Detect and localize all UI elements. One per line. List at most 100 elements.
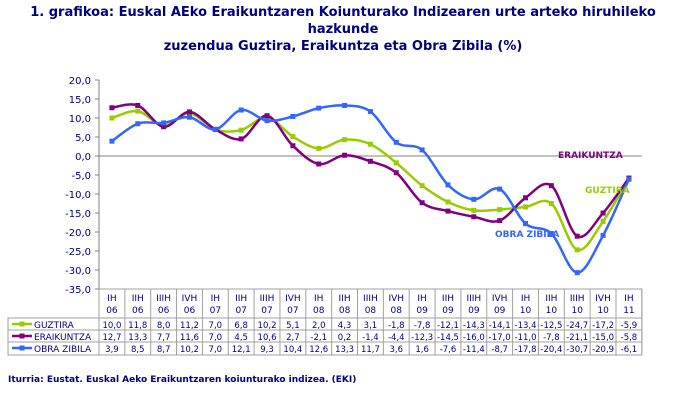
data-point — [109, 105, 115, 111]
data-point — [186, 109, 192, 115]
category-label: 06 — [184, 306, 196, 316]
table-cell: 11,6 — [180, 333, 199, 343]
data-point — [212, 126, 218, 132]
table-cell: 4,5 — [234, 333, 248, 343]
legend-marker — [19, 345, 25, 351]
table-cell: -5,8 — [621, 333, 638, 343]
table-cell: 11,7 — [361, 345, 380, 355]
category-label: 10 — [546, 306, 558, 316]
category-label: 06 — [158, 306, 170, 316]
data-point — [600, 210, 606, 216]
y-tick-label: -15,0 — [65, 209, 91, 220]
data-point — [574, 270, 580, 276]
category-label: IIH — [545, 294, 557, 304]
table-cell: 7,0 — [209, 345, 223, 355]
table-cell: -11,4 — [463, 345, 485, 355]
table-cell: 5,1 — [286, 321, 300, 331]
data-point — [600, 218, 606, 224]
table-cell: -17,2 — [592, 321, 614, 331]
table-cell: 3,6 — [390, 345, 404, 355]
table-cell: 12,6 — [309, 345, 328, 355]
category-label: 10 — [597, 306, 609, 316]
series-line-eraikuntza — [111, 103, 630, 239]
data-point — [264, 113, 270, 119]
data-point — [419, 183, 425, 189]
y-tick-label: 0,0 — [75, 152, 91, 163]
table-cell: -6,1 — [621, 345, 638, 355]
data-point — [186, 114, 192, 120]
series-label: ERAIKUNTZA — [558, 151, 623, 161]
table-cell: 0,2 — [338, 333, 352, 343]
table-cell: 10,2 — [180, 345, 199, 355]
data-point — [471, 207, 477, 213]
series-label: OBRA ZIBILA — [495, 230, 559, 240]
y-tick-label: -5,0 — [71, 171, 91, 182]
data-point — [135, 121, 141, 127]
data-point — [574, 247, 580, 253]
y-tick-label: 5,0 — [75, 133, 91, 144]
category-label: 10 — [520, 306, 532, 316]
data-point — [135, 108, 141, 114]
data-point — [445, 182, 451, 188]
category-label: IIH — [132, 294, 144, 304]
table-cell: -17,0 — [489, 333, 511, 343]
data-point — [109, 115, 115, 121]
data-point — [290, 134, 296, 140]
data-point — [109, 138, 115, 144]
category-label: 08 — [339, 306, 351, 316]
table-cell: -8,7 — [491, 345, 508, 355]
y-tick-label: -20,0 — [65, 228, 91, 239]
data-point — [471, 196, 477, 202]
category-label: 07 — [210, 306, 221, 316]
table-cell: 3,1 — [364, 321, 378, 331]
legend-marker — [19, 333, 25, 339]
data-point — [367, 109, 373, 115]
data-point — [238, 136, 244, 142]
category-label: IIH — [235, 294, 247, 304]
data-point — [161, 124, 167, 130]
data-point — [238, 127, 244, 133]
data-point — [393, 170, 399, 176]
table-cell: 9,3 — [260, 345, 274, 355]
data-point — [316, 145, 322, 151]
table-cell: 11,8 — [128, 321, 147, 331]
category-label: IIIH — [466, 294, 481, 304]
category-label: 09 — [468, 306, 480, 316]
data-point — [290, 113, 296, 119]
table-cell: 2,0 — [312, 321, 326, 331]
table-cell: -13,4 — [515, 321, 537, 331]
category-label: IVH — [285, 294, 301, 304]
table-cell: 8,7 — [157, 345, 171, 355]
legend-marker — [19, 321, 25, 327]
category-label: IVH — [388, 294, 404, 304]
table-cell: -20,4 — [540, 345, 562, 355]
data-point — [135, 102, 141, 108]
table-cell: -12,1 — [437, 321, 459, 331]
table-cell: -1,8 — [388, 321, 405, 331]
y-tick-label: 10,0 — [69, 114, 91, 125]
category-label: IH — [624, 294, 633, 304]
legend-label: GUZTIRA — [34, 321, 75, 331]
table-cell: -5,9 — [621, 321, 638, 331]
table-cell: -7,8 — [414, 321, 431, 331]
table-cell: -4,4 — [388, 333, 405, 343]
data-point — [161, 120, 167, 126]
y-tick-label: -35,0 — [65, 285, 91, 296]
category-label: 09 — [494, 306, 506, 316]
table-cell: 12,7 — [102, 333, 121, 343]
table-cell: 7,0 — [209, 321, 223, 331]
table-cell: -7,8 — [543, 333, 560, 343]
legend-label: ERAIKUNTZA — [34, 333, 92, 343]
table-cell: 8,5 — [131, 345, 145, 355]
y-tick-label: 20,0 — [69, 76, 91, 87]
category-label: 08 — [391, 306, 403, 316]
series-line-obra-zibila — [111, 104, 631, 274]
table-cell: -14,5 — [437, 333, 459, 343]
category-label: IH — [521, 294, 530, 304]
table-cell: -15,0 — [592, 333, 614, 343]
source-note: Iturria: Eustat. Euskal Aeko Eraikuntzar… — [8, 375, 357, 385]
title-line-2: zuzendua Guztira, Eraikuntza eta Obra Zi… — [163, 39, 523, 54]
table-cell: -20,9 — [592, 345, 614, 355]
table-cell: -14,1 — [489, 321, 511, 331]
